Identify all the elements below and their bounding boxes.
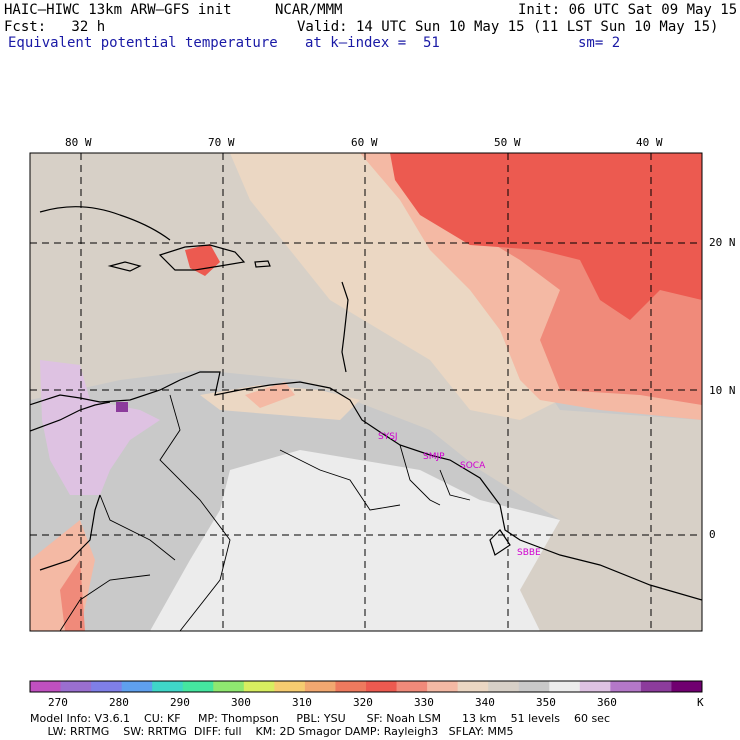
lon-label-60w: 60 W: [351, 136, 378, 149]
org-label: NCAR/MMM: [275, 2, 343, 18]
model-info-line2: LW: RRTMG SW: RRTMG DIFF: full KM: 2D Sm…: [30, 725, 514, 738]
coast-panama: [30, 401, 111, 432]
lon-label-80w: 80 W: [65, 136, 92, 149]
colorbar-swatch: [152, 681, 184, 692]
station-label: SYSJ: [378, 432, 398, 442]
colorbar-swatch: [30, 681, 62, 692]
init-time: Init: 06 UTC Sat 09 May 15: [518, 2, 738, 18]
colorbar-tick: 320: [353, 696, 373, 709]
field-top-band: [30, 153, 230, 190]
colorbar-swatch: [549, 681, 581, 692]
colorbar-tick: 350: [536, 696, 556, 709]
field-venezuela-salmon: [245, 382, 295, 408]
field-name: Equivalent potential temperature: [8, 35, 278, 51]
field-southeast-tan: [520, 520, 702, 631]
colorbar-swatch: [335, 681, 367, 692]
theta-e-field: [30, 153, 702, 631]
coast-lesser-antilles: [341, 281, 349, 373]
border-suriname: [439, 469, 471, 501]
colorbar-swatch: [640, 681, 672, 692]
field-venezuela-tan: [200, 385, 360, 420]
lat-label-20n: 20 N: [709, 236, 736, 249]
colorbar-tick: 300: [231, 696, 251, 709]
colorbar-swatch: [274, 681, 306, 692]
lon-label-40w: 40 W: [636, 136, 663, 149]
coast-hispaniola: [158, 244, 246, 271]
colorbar-swatch: [518, 681, 550, 692]
coast-jamaica: [107, 261, 142, 272]
field-tan: [230, 153, 560, 420]
colorbar-swatch: [610, 681, 642, 692]
colorbar-tick: 360: [597, 696, 617, 709]
lat-label-10n: 10 N: [709, 384, 736, 397]
colorbar-swatch: [243, 681, 275, 692]
colorbar-tick: 280: [109, 696, 129, 709]
colorbar-unit: K: [697, 696, 704, 709]
colorbar-swatch: [213, 681, 245, 692]
colorbar-swatch: [91, 681, 123, 692]
colorbar-swatch: [60, 681, 92, 692]
colorbar-swatch: [366, 681, 398, 692]
field-grey-tan: [30, 153, 702, 520]
colorbar: [29, 680, 703, 693]
model-title: HAIC–HIWC 13km ARW–GFS init: [4, 2, 232, 18]
colorbar-swatch: [457, 681, 489, 692]
station-label: SMJP: [423, 452, 445, 462]
colorbar-swatch: [427, 681, 459, 692]
level-label: at k–index = 51: [305, 35, 440, 51]
colorbar-tick: 290: [170, 696, 190, 709]
colorbar-tick: 340: [475, 696, 495, 709]
field-red-core: [390, 153, 702, 320]
coast-marajo: [489, 529, 511, 556]
colorbar-tick: 330: [414, 696, 434, 709]
lon-label-70w: 70 W: [208, 136, 235, 149]
field-purple-spot: [116, 402, 128, 412]
borders: [59, 394, 471, 631]
colorbar-swatch: [304, 681, 336, 692]
coast-pacific: [39, 494, 101, 571]
colorbar-tick: 270: [48, 696, 68, 709]
border-guyana: [399, 444, 441, 506]
valid-time: Valid: 14 UTC Sun 10 May 15 (11 LST Sun …: [297, 19, 719, 35]
station-label: SBBE: [517, 548, 541, 558]
model-info-line1: Model Info: V3.6.1 CU: KF MP: Thompson P…: [30, 712, 610, 725]
field-lavender: [40, 360, 160, 495]
station-label: SOCA: [460, 461, 486, 471]
colorbar-tick: 310: [292, 696, 312, 709]
grid-lines: [30, 153, 702, 631]
coast-puerto-rico: [254, 260, 271, 268]
colorbar-swatch: [671, 681, 703, 692]
colorbar-frame: [29, 680, 703, 693]
coast-cuba: [39, 206, 171, 241]
lon-label-50w: 50 W: [494, 136, 521, 149]
colorbar-swatch: [121, 681, 153, 692]
colorbar-swatch: [182, 681, 214, 692]
colorbar-swatch: [488, 681, 520, 692]
forecast-hour: Fcst: 32 h: [4, 19, 106, 35]
border-venezuela: [279, 449, 401, 511]
colorbar-swatch: [579, 681, 611, 692]
map-frame: [29, 152, 703, 632]
border-ecuador: [99, 494, 176, 561]
smoothing-label: sm= 2: [578, 35, 621, 51]
colorbar-swatch: [396, 681, 428, 692]
border-peru: [59, 574, 151, 631]
border-colombia: [159, 394, 231, 631]
lat-label-0: 0: [709, 528, 716, 541]
field-pacific-pink: [60, 560, 85, 631]
